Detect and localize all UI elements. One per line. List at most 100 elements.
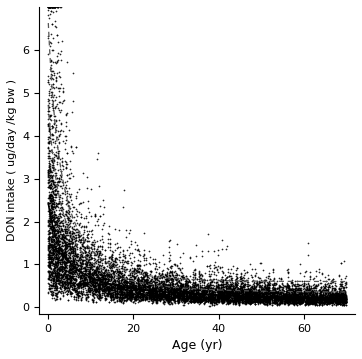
Point [191, 299, 197, 305]
Point [230, 297, 235, 303]
Point [295, 291, 301, 297]
Point [192, 298, 198, 304]
Point [98, 274, 104, 280]
Point [95, 284, 101, 290]
Point [341, 302, 347, 308]
Point [232, 293, 238, 299]
Point [147, 293, 152, 299]
Point [55, 258, 61, 264]
Point [274, 290, 280, 295]
Point [99, 287, 105, 293]
Point [54, 270, 60, 276]
Point [57, 250, 63, 256]
Point [236, 302, 242, 308]
Point [202, 284, 208, 290]
Point [253, 291, 259, 297]
Point [333, 297, 339, 303]
Point [202, 288, 207, 293]
Point [286, 284, 291, 290]
Point [190, 289, 196, 295]
Point [224, 293, 230, 299]
Point [47, 249, 52, 255]
Point [50, 269, 56, 274]
Point [319, 294, 324, 300]
Point [97, 256, 102, 262]
Point [275, 293, 281, 299]
Point [182, 298, 188, 304]
Point [333, 299, 339, 304]
Point [224, 290, 230, 296]
Point [329, 300, 335, 306]
Point [86, 290, 92, 295]
Point [171, 295, 177, 300]
Point [247, 293, 253, 298]
Point [76, 266, 82, 272]
Point [322, 295, 328, 301]
Point [49, 193, 54, 199]
Point [59, 255, 64, 260]
Point [89, 255, 95, 261]
Point [209, 297, 215, 302]
Point [208, 277, 214, 283]
Point [71, 263, 77, 269]
Point [263, 299, 269, 305]
Point [210, 296, 216, 302]
Point [282, 296, 288, 302]
Point [157, 272, 163, 278]
Point [146, 277, 151, 283]
Point [50, 107, 56, 113]
Point [204, 281, 210, 287]
Point [262, 277, 268, 283]
Point [46, 251, 51, 257]
Point [69, 260, 75, 266]
Point [163, 295, 168, 300]
Point [191, 284, 197, 290]
Point [295, 286, 301, 292]
Point [83, 295, 89, 300]
Point [52, 18, 58, 24]
Point [270, 294, 275, 300]
Point [269, 292, 275, 298]
Point [78, 297, 84, 303]
Point [273, 297, 279, 302]
Point [95, 265, 101, 271]
Point [236, 290, 242, 296]
Point [320, 287, 326, 293]
Point [239, 295, 244, 301]
Point [151, 275, 157, 281]
Point [83, 261, 88, 266]
Point [171, 291, 177, 297]
Point [147, 285, 152, 291]
Point [251, 296, 257, 302]
Point [153, 286, 159, 292]
Point [308, 299, 313, 304]
Point [73, 144, 79, 150]
Point [206, 293, 212, 299]
Point [50, 199, 56, 204]
Point [89, 275, 95, 281]
Point [47, 252, 52, 258]
Point [266, 278, 272, 284]
Point [185, 295, 191, 301]
Point [192, 285, 198, 291]
Point [151, 297, 157, 302]
Point [151, 287, 157, 293]
Point [67, 267, 73, 272]
Point [293, 297, 299, 303]
Point [269, 297, 275, 303]
Point [64, 278, 70, 284]
Point [47, 197, 53, 202]
Point [53, 269, 59, 274]
Point [150, 286, 156, 292]
Point [319, 295, 325, 301]
Point [308, 289, 314, 294]
Point [51, 213, 56, 219]
Point [129, 288, 134, 294]
Point [233, 276, 239, 282]
Point [304, 285, 310, 291]
Point [215, 298, 220, 303]
Point [133, 296, 139, 302]
Point [297, 288, 303, 294]
Point [210, 296, 216, 302]
Point [75, 253, 81, 259]
